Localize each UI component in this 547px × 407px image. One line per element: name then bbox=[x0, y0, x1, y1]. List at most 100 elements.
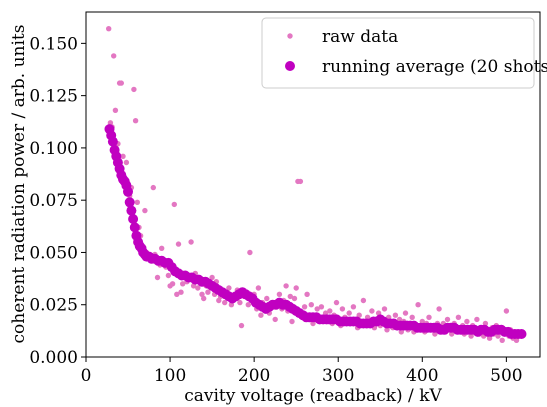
raw-data-point bbox=[350, 304, 357, 310]
raw-data-point bbox=[142, 207, 148, 214]
raw-data-point bbox=[474, 316, 480, 323]
raw-data-point bbox=[169, 281, 176, 287]
legend-marker-raw-data bbox=[287, 33, 293, 39]
raw-data-point bbox=[258, 312, 264, 318]
raw-data-point bbox=[216, 297, 222, 304]
raw-data-point bbox=[314, 306, 320, 312]
raw-data-point bbox=[195, 285, 201, 291]
raw-data-point bbox=[339, 306, 346, 312]
raw-data-point bbox=[123, 159, 130, 166]
raw-data-point bbox=[426, 314, 432, 320]
y-tick-label: 0.075 bbox=[29, 191, 78, 211]
raw-data-point bbox=[226, 285, 232, 291]
x-tick-label: 100 bbox=[154, 366, 186, 386]
raw-data-point bbox=[131, 86, 137, 93]
plot-area bbox=[104, 26, 527, 343]
raw-data-point bbox=[402, 310, 409, 316]
raw-data-point bbox=[118, 80, 125, 86]
raw-data-point bbox=[455, 314, 462, 320]
running-average-point bbox=[516, 329, 527, 339]
running-average-point bbox=[126, 205, 137, 216]
raw-data-point bbox=[276, 291, 283, 297]
raw-data-point bbox=[205, 289, 211, 295]
raw-data-point bbox=[247, 249, 253, 256]
y-tick-label: 0.150 bbox=[29, 34, 78, 54]
raw-data-point bbox=[291, 295, 298, 302]
running-average-point bbox=[123, 186, 133, 197]
raw-data-point bbox=[159, 245, 165, 251]
x-axis-label: cavity voltage (readback) / kV bbox=[184, 386, 442, 406]
raw-data-point bbox=[255, 285, 262, 291]
raw-data-point bbox=[468, 333, 474, 339]
running-average-point bbox=[129, 222, 140, 233]
x-tick-label: 200 bbox=[238, 366, 270, 386]
raw-data-point bbox=[333, 299, 340, 306]
raw-data-point bbox=[308, 302, 314, 308]
raw-data-point bbox=[209, 274, 215, 281]
running-average-point bbox=[124, 197, 135, 208]
raw-data-point bbox=[464, 318, 470, 325]
raw-data-point bbox=[409, 314, 415, 320]
raw-data-point bbox=[360, 297, 367, 304]
raw-data-point bbox=[499, 337, 505, 343]
raw-data-point bbox=[356, 312, 362, 318]
raw-data-point bbox=[154, 274, 161, 281]
raw-data-point bbox=[188, 239, 194, 245]
raw-data-point bbox=[264, 295, 270, 302]
y-tick-label: 0.050 bbox=[29, 243, 78, 263]
raw-data-point bbox=[171, 201, 177, 208]
raw-data-point bbox=[175, 241, 182, 247]
raw-data-point bbox=[237, 299, 243, 306]
legend-frame bbox=[261, 17, 535, 89]
raw-data-point bbox=[444, 316, 451, 323]
raw-data-point bbox=[346, 310, 352, 316]
axes-frame bbox=[85, 11, 541, 358]
raw-data-point bbox=[201, 295, 207, 302]
raw-data-point bbox=[503, 308, 510, 314]
raw-data-point bbox=[283, 283, 289, 289]
raw-data-point bbox=[180, 281, 186, 287]
raw-data-point bbox=[245, 302, 251, 308]
raw-data-point bbox=[238, 322, 245, 329]
legend: raw data running average (20 shots) bbox=[261, 17, 547, 89]
y-tick-label: 0.025 bbox=[29, 296, 78, 316]
legend-label-raw-data: raw data bbox=[322, 27, 398, 47]
raw-data-point bbox=[287, 293, 293, 300]
x-tick-label: 500 bbox=[490, 366, 522, 386]
raw-data-point bbox=[327, 308, 333, 314]
raw-data-point bbox=[150, 184, 156, 191]
running-average-point bbox=[128, 214, 139, 224]
x-tick-label: 0 bbox=[81, 366, 92, 386]
raw-data-point bbox=[310, 320, 316, 327]
raw-data-point bbox=[272, 316, 278, 323]
raw-data-point bbox=[165, 272, 172, 279]
legend-marker-running-average bbox=[285, 61, 295, 71]
raw-data-point bbox=[392, 312, 399, 318]
y-axis-ticks: 0.000 0.025 0.050 0.075 0.100 0.125 0.150 bbox=[29, 34, 86, 368]
raw-data-point bbox=[297, 178, 304, 185]
y-tick-label: 0.100 bbox=[29, 139, 78, 159]
raw-data-point bbox=[293, 285, 299, 291]
x-tick-label: 400 bbox=[406, 366, 438, 386]
raw-data-point bbox=[495, 333, 501, 339]
raw-data-point bbox=[222, 299, 228, 306]
y-tick-label: 0.125 bbox=[29, 87, 78, 107]
raw-data-point bbox=[384, 327, 390, 333]
series-running-average bbox=[104, 124, 527, 339]
raw-data-point bbox=[111, 53, 117, 59]
raw-data-point bbox=[106, 26, 112, 32]
raw-data-point bbox=[369, 308, 375, 314]
raw-data-point bbox=[301, 304, 308, 310]
x-axis-ticks: 0 100 200 300 400 500 bbox=[81, 357, 523, 386]
x-tick-label: 300 bbox=[322, 366, 354, 386]
raw-data-point bbox=[134, 199, 140, 205]
raw-data-point bbox=[318, 304, 325, 310]
legend-label-running-average: running average (20 shots) bbox=[322, 57, 547, 77]
raw-data-point bbox=[174, 291, 180, 297]
raw-data-point bbox=[304, 291, 310, 297]
raw-data-point bbox=[381, 306, 388, 312]
raw-data-point bbox=[289, 318, 295, 325]
raw-data-point bbox=[112, 107, 119, 114]
running-average-point bbox=[107, 136, 118, 147]
